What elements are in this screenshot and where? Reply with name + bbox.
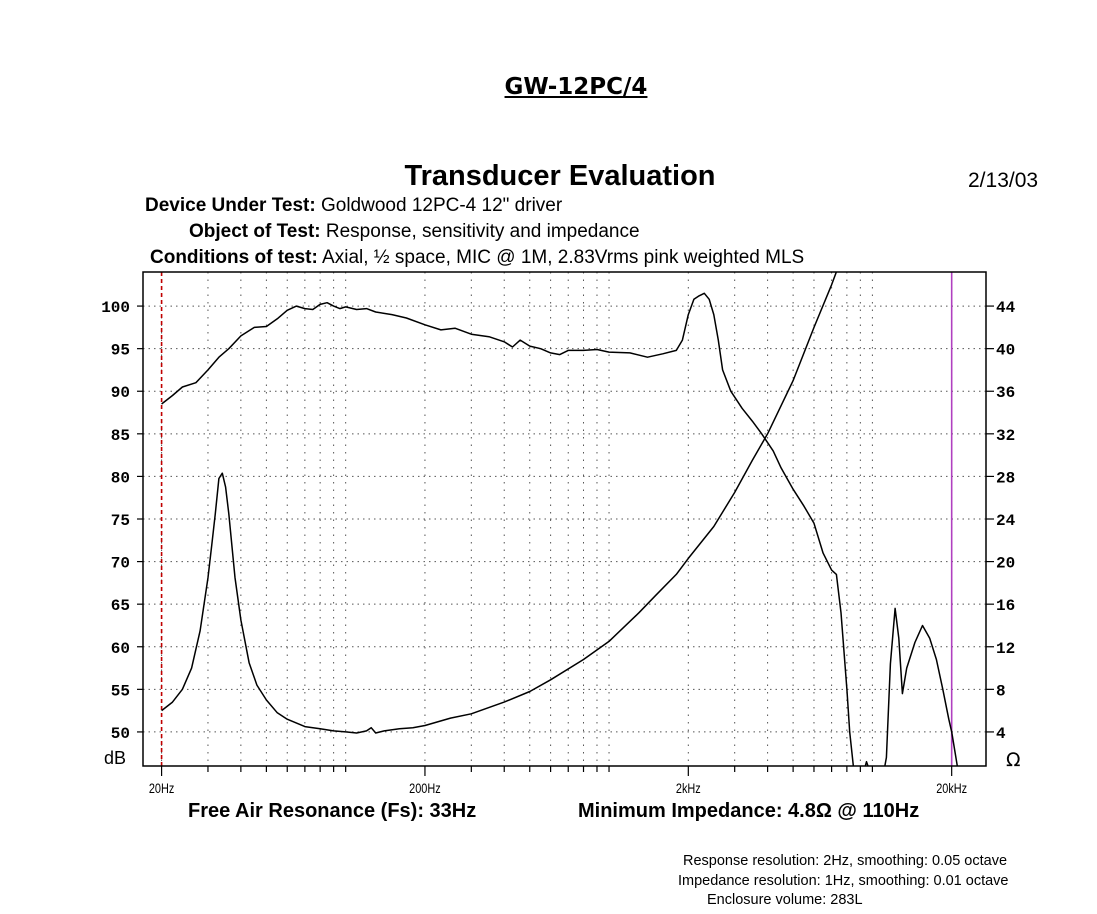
x-tick-label: 2kHz	[676, 781, 701, 797]
chart-title: Transducer Evaluation	[404, 160, 716, 192]
series-curves	[161, 272, 959, 766]
left-tick-label: 50	[111, 725, 130, 743]
left-tick-label: 55	[111, 682, 130, 700]
document-title: GW-12PC/4	[504, 74, 648, 100]
right-tick-label: 40	[996, 342, 1015, 360]
right-axis-unit-label: Ω	[1006, 749, 1021, 771]
axes: 100 95 90 85 80 75 70 65 60 55 50 44 40 36 32 28 24 20 16 1…	[101, 299, 1015, 796]
x-tick-label: 200Hz	[409, 781, 441, 797]
x-tick-label: 20kHz	[936, 781, 967, 797]
minimum-impedance: Minimum Impedance: 4.8Ω @ 110Hz	[578, 800, 920, 822]
object-value: Response, sensitivity and impedance	[325, 221, 640, 242]
object-label: Object of Test:	[189, 221, 321, 242]
test-date: 2/13/03	[968, 169, 1039, 192]
left-tick-label: 95	[111, 342, 130, 360]
right-tick-label: 16	[996, 597, 1015, 615]
right-tick-label: 32	[996, 427, 1015, 445]
device-under-test-row: Device Under Test: Goldwood 12PC-4 12" d…	[145, 195, 562, 217]
frequency-markers	[160, 272, 953, 766]
left-tick-label: 60	[111, 640, 130, 658]
left-tick-label: 75	[111, 512, 130, 530]
right-tick-label: 28	[996, 469, 1015, 487]
grid-lines	[143, 272, 986, 766]
note-response-resolution: Response resolution: 2Hz, smoothing: 0.0…	[683, 853, 1008, 869]
device-value: Goldwood 12PC-4 12" driver	[320, 195, 563, 216]
right-tick-label: 24	[996, 512, 1016, 530]
right-tick-label: 12	[996, 640, 1015, 658]
right-tick-label: 36	[996, 384, 1015, 402]
x-tick-label: 20Hz	[149, 781, 174, 797]
device-label: Device Under Test:	[145, 195, 316, 216]
conditions-of-test-row: Conditions of test: Axial, ½ space, MIC …	[150, 247, 804, 269]
note-enclosure-volume: Enclosure volume: 283L	[707, 892, 863, 908]
right-tick-label: 44	[996, 299, 1016, 317]
right-tick-label: 8	[996, 682, 1006, 700]
right-tick-label: 4	[996, 725, 1006, 743]
left-axis-unit-label: dB	[104, 748, 126, 768]
left-tick-label: 80	[111, 469, 130, 487]
left-tick-label: 65	[111, 597, 130, 615]
plot-frame	[142, 271, 987, 767]
conditions-value: Axial, ½ space, MIC @ 1M, 2.83Vrms pink …	[322, 247, 805, 268]
left-tick-label: 70	[111, 555, 130, 573]
left-tick-label: 90	[111, 384, 130, 402]
frequency-response-curve	[161, 292, 959, 766]
left-tick-label: 85	[111, 427, 130, 445]
free-air-resonance: Free Air Resonance (Fs): 33Hz	[188, 800, 477, 822]
left-tick-label: 100	[101, 299, 130, 317]
object-of-test-row: Object of Test: Response, sensitivity an…	[189, 221, 640, 243]
impedance-curve	[161, 272, 838, 734]
conditions-label: Conditions of test:	[150, 247, 318, 268]
right-tick-label: 20	[996, 555, 1015, 573]
note-impedance-resolution: Impedance resolution: 1Hz, smoothing: 0.…	[678, 873, 1009, 889]
